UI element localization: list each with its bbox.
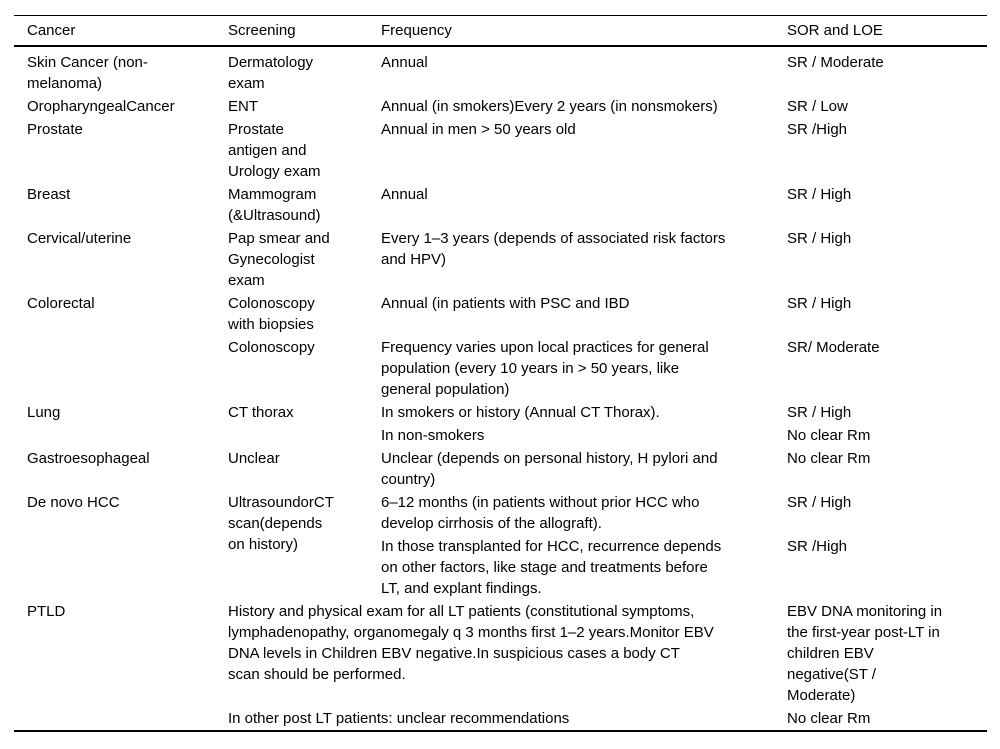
cell-screening: Mammogram (&Ultrasound) [228,186,321,224]
cell-cancer: Skin Cancer (non- melanoma) [27,54,148,92]
cell-screening: Unclear [228,450,280,467]
table-row-colorectal-general: Colonoscopy Frequency varies upon local … [14,336,987,401]
cell-sor: No clear Rm [787,427,871,444]
cell-screening: CT thorax [228,404,294,421]
cell-cancer: Cervical/uterine [27,230,132,247]
cell-sor: SR /High [787,538,848,555]
cell-sor: SR / Moderate [787,54,884,71]
header-sor-loe: SOR and LOE [787,15,987,47]
cell-screening: Dermatology exam [228,54,314,92]
cell-screening: Colonoscopy with biopsies [228,295,315,333]
table-row-cervical: Cervical/uterine Pap smear and Gynecolog… [14,227,987,292]
cell-sor: SR / High [787,404,852,421]
cell-cancer: De novo HCC [27,494,120,511]
cell-sor: EBV DNA monitoring in the first-year pos… [787,603,943,704]
cell-screening: UltrasoundorCT scan(depends on history) [228,494,334,553]
cancer-screening-table-wrapper: Cancer Screening Frequency SOR and LOE S… [14,15,987,732]
cell-screening: Prostate antigen and Urology exam [228,121,321,180]
cell-frequency: Annual [381,186,428,203]
cell-frequency: Annual [381,54,428,71]
cell-sor: SR / High [787,494,852,511]
cell-frequency: Unclear (depends on personal history, H … [381,450,718,488]
header-row: Cancer Screening Frequency SOR and LOE [14,15,987,47]
header-screening: Screening [228,15,381,47]
cell-screening: Colonoscopy [228,339,315,356]
cell-frequency: Frequency varies upon local practices fo… [381,339,709,398]
table-header: Cancer Screening Frequency SOR and LOE [14,15,987,47]
table-row-breast: Breast Mammogram (&Ultrasound) Annual SR… [14,183,987,227]
cell-cancer: Gastroesophageal [27,450,150,467]
cell-cancer: Lung [27,404,61,421]
cancer-screening-table: Cancer Screening Frequency SOR and LOE S… [14,15,987,732]
cell-frequency: Annual (in patients with PSC and IBD [381,295,630,312]
cell-sor: SR / High [787,295,852,312]
cell-frequency: Every 1–3 years (depends of associated r… [381,230,726,268]
cell-sor: No clear Rm [787,450,871,467]
cell-cancer: OropharyngealCancer [27,98,175,115]
cell-frequency: In smokers or history (Annual CT Thorax)… [381,404,660,421]
cell-sor: SR /High [787,121,848,138]
header-frequency: Frequency [381,15,787,47]
table-row-de-novo-hcc: De novo HCC UltrasoundorCT scan(depends … [14,491,987,553]
table-row-lung: Lung CT thorax In smokers or history (An… [14,401,987,424]
cell-cancer: Prostate [27,121,83,138]
cell-frequency: In non-smokers [381,427,485,444]
cell-screening-frequency: In other post LT patients: unclear recom… [228,710,570,727]
cell-cancer: PTLD [27,603,66,620]
table-row-ptld-other: In other post LT patients: unclear recom… [14,707,987,731]
cell-sor: SR / Low [787,98,848,115]
cell-screening: ENT [228,98,258,115]
cell-sor: SR / High [787,230,852,247]
cell-screening: Pap smear and Gynecologist exam [228,230,330,289]
table-row-hcc-recurrence: In those transplanted for HCC, recurrenc… [14,535,987,600]
table-row-skin-cancer: Skin Cancer (non- melanoma) Dermatology … [14,46,987,95]
cell-cancer: Breast [27,186,71,203]
table-row-oropharyngeal: OropharyngealCancer ENT Annual (in smoke… [14,95,987,118]
cell-screening-frequency: History and physical exam for all LT pat… [228,603,714,683]
cell-cancer: Colorectal [27,295,95,312]
cell-frequency: Annual (in smokers)Every 2 years (in non… [381,98,718,115]
table-row-lung-nonsmokers: In non-smokers No clear Rm [14,424,987,447]
table-row-ptld: PTLD History and physical exam for all L… [14,600,987,707]
table-row-gastroesophageal: Gastroesophageal Unclear Unclear (depend… [14,447,987,491]
cell-frequency: Annual in men > 50 years old [381,121,576,138]
header-cancer: Cancer [14,15,228,47]
table-row-prostate: Prostate Prostate antigen and Urology ex… [14,118,987,183]
cell-sor: No clear Rm [787,710,871,727]
cell-sor: SR/ Moderate [787,339,880,356]
cell-frequency: In those transplanted for HCC, recurrenc… [381,538,722,597]
cell-sor: SR / High [787,186,852,203]
table-row-colorectal: Colorectal Colonoscopy with biopsies Ann… [14,292,987,336]
cell-frequency: 6–12 months (in patients without prior H… [381,494,700,532]
